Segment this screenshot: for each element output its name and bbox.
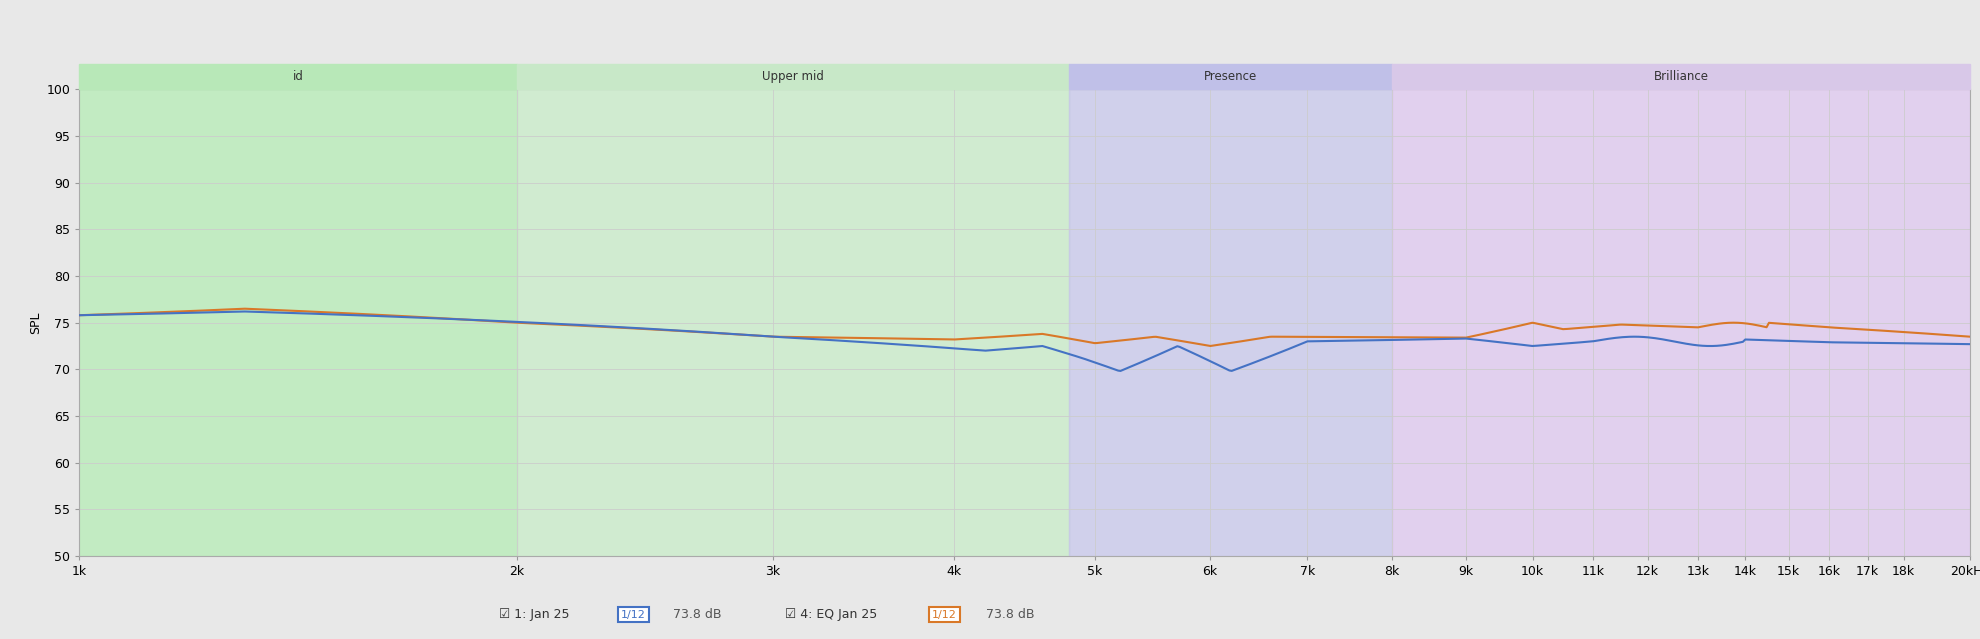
Text: id: id [293, 70, 303, 83]
Title: All SPL: All SPL [994, 67, 1055, 85]
Bar [517, 89, 1069, 556]
Bar [1392, 89, 1970, 556]
Polygon shape [1069, 64, 1392, 89]
Bar [79, 89, 517, 556]
Text: Brilliance: Brilliance [1653, 70, 1709, 83]
Text: 73.8 dB: 73.8 dB [986, 608, 1034, 621]
Polygon shape [517, 64, 1069, 89]
Text: Upper mid: Upper mid [762, 70, 824, 83]
Text: ☑ 4: EQ Jan 25: ☑ 4: EQ Jan 25 [786, 608, 877, 621]
Polygon shape [1392, 64, 1970, 89]
Y-axis label: SPL: SPL [30, 311, 42, 334]
Text: 1/12: 1/12 [622, 610, 645, 620]
Text: ☑ 1: Jan 25: ☑ 1: Jan 25 [499, 608, 570, 621]
Text: 1/12: 1/12 [933, 610, 956, 620]
Text: 73.8 dB: 73.8 dB [673, 608, 721, 621]
Text: Presence: Presence [1204, 70, 1257, 83]
Polygon shape [79, 64, 517, 89]
Bar [1069, 89, 1392, 556]
